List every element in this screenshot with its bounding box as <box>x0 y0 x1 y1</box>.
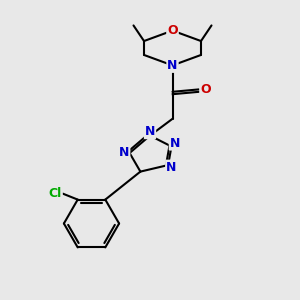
Text: N: N <box>119 146 129 160</box>
Text: N: N <box>145 125 155 138</box>
Text: N: N <box>170 136 180 150</box>
Text: N: N <box>166 160 176 174</box>
Text: N: N <box>167 59 178 72</box>
Text: O: O <box>200 83 211 96</box>
Text: O: O <box>167 24 178 37</box>
Text: Cl: Cl <box>49 187 62 200</box>
